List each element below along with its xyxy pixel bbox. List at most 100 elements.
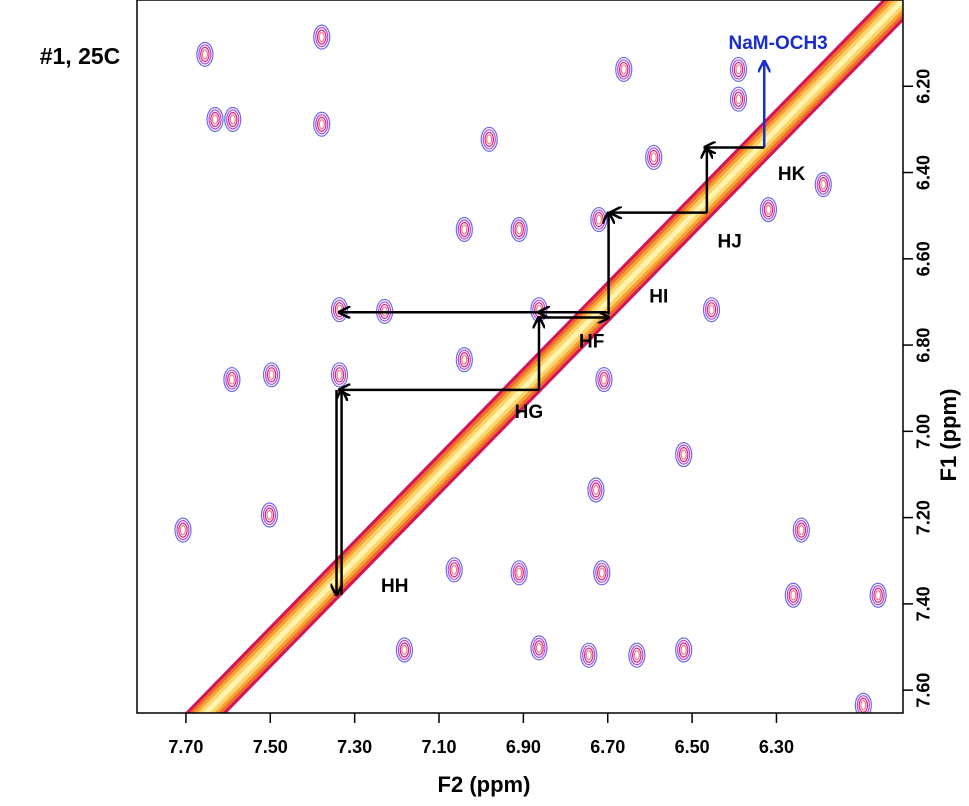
peak-contour — [595, 562, 609, 583]
peak-label: HK — [778, 164, 806, 185]
cross-peak — [675, 637, 693, 663]
peak-contour — [262, 504, 277, 526]
peak-contour — [447, 559, 461, 580]
peak-contour — [598, 567, 605, 578]
cross-peak — [702, 297, 721, 323]
cross-peak — [260, 502, 279, 528]
peak-contour — [784, 582, 802, 608]
peak-contour — [176, 520, 190, 541]
peak-contour — [854, 692, 872, 713]
peak-contour — [733, 91, 744, 107]
peak-contour — [264, 364, 279, 385]
peak-contour — [589, 479, 603, 501]
peak-contour — [618, 61, 629, 78]
peak-contour — [735, 64, 742, 75]
x-tick-label: 6.50 — [675, 737, 710, 757]
cross-peak — [814, 172, 832, 198]
peak-contour — [480, 126, 498, 152]
peak-contour — [260, 502, 279, 528]
peak-contour — [615, 56, 633, 83]
peak-contour — [680, 449, 687, 460]
cross-peak — [759, 197, 778, 223]
peak-contour — [587, 477, 605, 503]
peak-contour — [816, 174, 830, 195]
peak-contour — [316, 29, 327, 45]
cross-peak — [645, 144, 663, 171]
peak-contour — [455, 216, 473, 243]
peak-contour — [313, 24, 331, 50]
peak-contour — [628, 642, 646, 668]
x-tick-label: 6.90 — [506, 737, 541, 757]
peak-contour — [580, 642, 598, 668]
peak-contour — [449, 562, 459, 578]
peak-contour — [869, 582, 887, 608]
peak-contour — [514, 221, 524, 238]
y-tick-label: 6.40 — [914, 155, 934, 190]
peak-contour — [820, 179, 827, 190]
peak-contour — [264, 507, 275, 523]
chart-title: #1, 25C — [40, 43, 121, 69]
peak-contour — [633, 650, 640, 661]
peak-contour — [678, 447, 689, 463]
peak-contour — [461, 354, 468, 365]
y-tick-label: 6.80 — [914, 328, 934, 363]
x-tick-label: 7.30 — [337, 737, 372, 757]
peak-contour — [451, 564, 458, 575]
peak-contour — [600, 374, 608, 385]
peak-contour — [597, 369, 611, 390]
peak-contour — [708, 304, 715, 315]
peak-contour — [729, 56, 748, 83]
cross-peak — [445, 557, 463, 583]
cross-peak — [595, 366, 613, 393]
peak-contour — [334, 367, 345, 383]
peak-contour — [318, 119, 325, 130]
peak-contour — [516, 224, 523, 235]
peak-label: HH — [381, 576, 408, 597]
cross-peak — [615, 56, 633, 83]
peak-contour — [228, 374, 236, 385]
peak-contour — [677, 444, 691, 465]
x-tick-label: 6.30 — [759, 737, 794, 757]
cross-peak — [628, 642, 646, 668]
peak-contour — [399, 642, 410, 658]
cross-peak — [223, 366, 241, 393]
peak-contour — [860, 700, 867, 711]
cross-peak — [792, 517, 810, 543]
peak-contour — [174, 517, 192, 543]
cross-peak — [587, 477, 605, 503]
peak-contour — [229, 114, 236, 125]
peak-contour — [759, 197, 778, 223]
peak-contour — [268, 369, 275, 380]
peak-contour — [731, 59, 746, 80]
x-tick-label: 7.70 — [168, 737, 203, 757]
peak-contour — [765, 204, 772, 215]
cross-peak — [675, 442, 693, 468]
peak-contour — [599, 371, 609, 388]
cross-peak — [729, 56, 748, 83]
peak-contour — [486, 134, 493, 145]
peak-contour — [818, 177, 829, 193]
peak-contour — [401, 644, 408, 656]
peak-contour — [583, 647, 594, 663]
peak-contour — [210, 111, 220, 128]
cross-peak — [174, 517, 192, 543]
peak-contour — [704, 299, 719, 320]
peak-contour — [706, 302, 717, 318]
x-axis-label: F2 (ppm) — [438, 772, 531, 797]
peak-contour — [593, 560, 611, 586]
peak-contour — [336, 369, 343, 380]
cross-peak — [330, 362, 349, 388]
peak-contour — [395, 637, 414, 663]
plot-area — [174, 0, 903, 713]
peak-contour — [514, 565, 524, 581]
peak-contour — [510, 216, 528, 243]
peak-contour — [482, 129, 496, 150]
peak-contour — [786, 585, 800, 606]
y-tick-label: 7.40 — [914, 586, 934, 621]
peak-contour — [875, 590, 882, 601]
peak-contour — [630, 645, 644, 666]
peak-contour — [677, 639, 691, 661]
peak-contour — [484, 131, 495, 147]
peak-contour — [788, 587, 799, 603]
